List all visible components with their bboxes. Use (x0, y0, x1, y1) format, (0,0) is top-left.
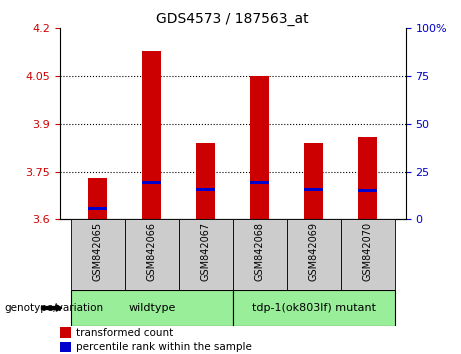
Text: GSM842069: GSM842069 (309, 222, 319, 281)
Text: tdp-1(ok803lf) mutant: tdp-1(ok803lf) mutant (252, 303, 376, 313)
Bar (233, 219, 287, 290)
Text: GSM842068: GSM842068 (255, 222, 265, 281)
Bar (233, 290, 395, 326)
Bar (341, 219, 395, 290)
Bar (125, 219, 179, 290)
Text: transformed count: transformed count (76, 328, 173, 338)
Text: wildtype: wildtype (128, 303, 176, 313)
Text: percentile rank within the sample: percentile rank within the sample (76, 342, 252, 352)
Bar (250, 181, 269, 184)
Text: genotype/variation: genotype/variation (5, 303, 104, 313)
Bar (250, 76, 269, 219)
Bar (89, 178, 107, 219)
Title: GDS4573 / 187563_at: GDS4573 / 187563_at (156, 12, 309, 26)
Bar (71, 290, 233, 326)
Bar (179, 219, 233, 290)
Text: GSM842066: GSM842066 (147, 222, 157, 281)
Bar (358, 137, 377, 219)
Bar (287, 219, 341, 290)
Bar (304, 188, 323, 191)
Bar (142, 181, 161, 184)
Text: GSM842067: GSM842067 (201, 222, 211, 281)
Bar (196, 188, 215, 191)
Bar (89, 207, 107, 210)
Bar (304, 143, 323, 219)
Text: GSM842065: GSM842065 (93, 222, 103, 281)
Bar (71, 219, 125, 290)
Bar (142, 51, 161, 219)
Text: GSM842070: GSM842070 (363, 222, 373, 281)
Bar (196, 143, 215, 219)
Bar (358, 189, 377, 193)
